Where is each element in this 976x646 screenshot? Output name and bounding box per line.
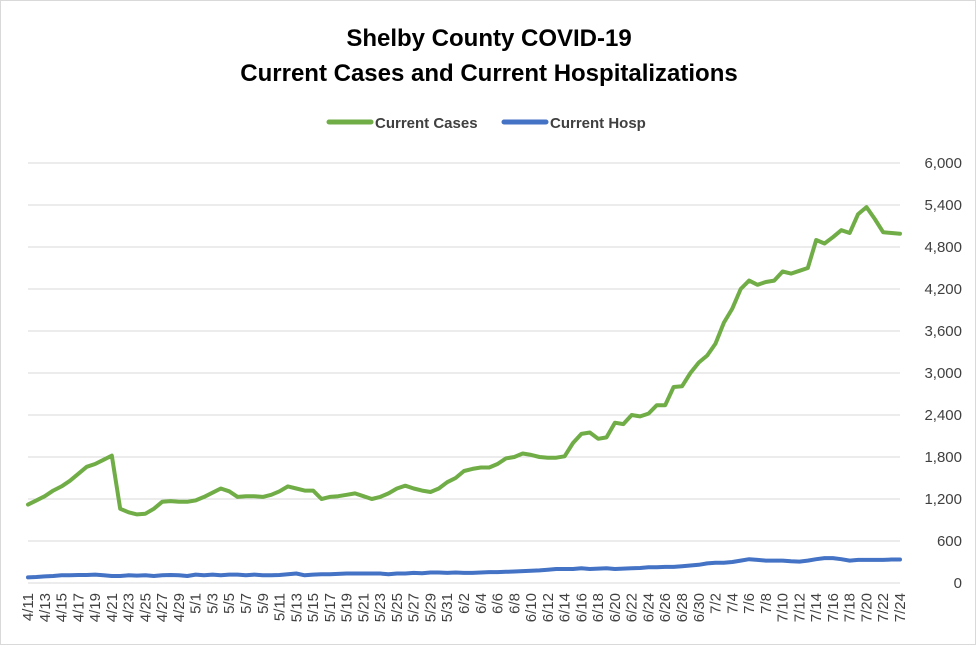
legend: Current Cases Current Hosp	[326, 115, 646, 132]
x-tick-label: 7/12	[791, 593, 808, 622]
x-tick-label: 7/8	[758, 593, 775, 614]
x-tick-label: 5/1	[188, 593, 205, 614]
x-tick-label: 4/25	[137, 593, 154, 622]
x-tick-label: 6/16	[573, 593, 590, 622]
x-tick-label: 7/6	[741, 593, 758, 614]
x-tick-label: 5/27	[406, 593, 423, 622]
y-tick-label: 6,000	[924, 155, 962, 172]
x-tick-label: 6/20	[607, 593, 624, 622]
x-tick-label: 5/29	[422, 593, 439, 622]
x-tick-label: 5/15	[305, 593, 322, 622]
y-tick-label: 1,800	[924, 449, 962, 466]
y-axis: 0 600 1,200 1,800 2,400 3,000 3,600 4,200 4,800 5…	[924, 155, 962, 592]
x-tick-label: 7/18	[842, 593, 859, 622]
x-tick-label: 4/17	[70, 593, 87, 622]
x-tick-label: 6/10	[523, 593, 540, 622]
legend-label-cases: Current Cases	[375, 115, 478, 132]
y-tick-label: 3,600	[924, 323, 962, 340]
x-tick-label: 7/4	[724, 593, 741, 614]
x-tick-label: 5/3	[204, 593, 221, 614]
y-tick-label: 3,000	[924, 365, 962, 382]
x-tick-label: 4/13	[37, 593, 54, 622]
x-tick-label: 6/30	[691, 593, 708, 622]
y-tick-label: 1,200	[924, 491, 962, 508]
x-tick-label: 6/28	[674, 593, 691, 622]
x-tick-label: 5/13	[288, 593, 305, 622]
x-tick-label: 6/4	[473, 593, 490, 614]
y-tick-label: 4,200	[924, 281, 962, 298]
x-tick-label: 6/26	[657, 593, 674, 622]
y-tick-label: 2,400	[924, 407, 962, 424]
x-tick-label: 4/29	[171, 593, 188, 622]
x-tick-label: 4/15	[54, 593, 71, 622]
y-tick-label: 600	[937, 533, 962, 550]
series-group	[26, 205, 902, 580]
x-tick-label: 7/14	[808, 593, 825, 622]
x-tick-label: 5/5	[221, 593, 238, 614]
x-tick-label: 6/24	[640, 593, 657, 622]
x-tick-label: 6/12	[540, 593, 557, 622]
x-tick-label: 6/8	[506, 593, 523, 614]
x-tick-label: 4/11	[20, 593, 37, 621]
x-tick-label: 5/19	[339, 593, 356, 622]
x-tick-label: 5/11	[272, 593, 289, 621]
x-tick-label: 7/24	[892, 593, 909, 622]
y-tick-label: 0	[954, 575, 962, 592]
x-tick-label: 7/16	[825, 593, 842, 622]
x-tick-label: 5/17	[322, 593, 339, 622]
y-tick-label: 5,400	[924, 197, 962, 214]
x-tick-label: 6/18	[590, 593, 607, 622]
x-tick-label: 4/19	[87, 593, 104, 622]
x-tick-label: 6/2	[456, 593, 473, 614]
x-tick-label: 6/6	[490, 593, 507, 614]
x-tick-label: 4/21	[104, 593, 121, 622]
gridlines	[28, 162, 900, 584]
x-tick-label: 7/22	[875, 593, 892, 622]
legend-label-hosp: Current Hosp	[550, 115, 646, 132]
series-line-current-hosp	[26, 556, 902, 580]
y-tick-label: 4,800	[924, 239, 962, 256]
x-tick-label: 5/7	[238, 593, 255, 614]
x-tick-label: 7/2	[708, 593, 725, 614]
chart-subtitle: Current Cases and Current Hospitalizatio…	[240, 60, 737, 87]
x-tick-label: 5/31	[439, 593, 456, 622]
x-tick-label: 5/21	[355, 593, 372, 622]
x-tick-label: 5/23	[372, 593, 389, 622]
x-tick-label: 7/10	[775, 593, 792, 622]
x-tick-label: 5/25	[389, 593, 406, 622]
x-axis: 4/11 4/13 4/15 4/17 4/19 4/21 4/23 4/25 4/27 4/29…	[20, 593, 909, 622]
x-tick-label: 6/22	[624, 593, 641, 622]
x-tick-label: 4/23	[121, 593, 138, 622]
x-tick-label: 4/27	[154, 593, 171, 622]
x-tick-label: 6/14	[557, 593, 574, 622]
chart-title: Shelby County COVID-19	[346, 25, 631, 52]
x-tick-label: 7/20	[858, 593, 875, 622]
series-line-current-cases	[26, 205, 902, 517]
x-tick-label: 5/9	[255, 593, 272, 614]
